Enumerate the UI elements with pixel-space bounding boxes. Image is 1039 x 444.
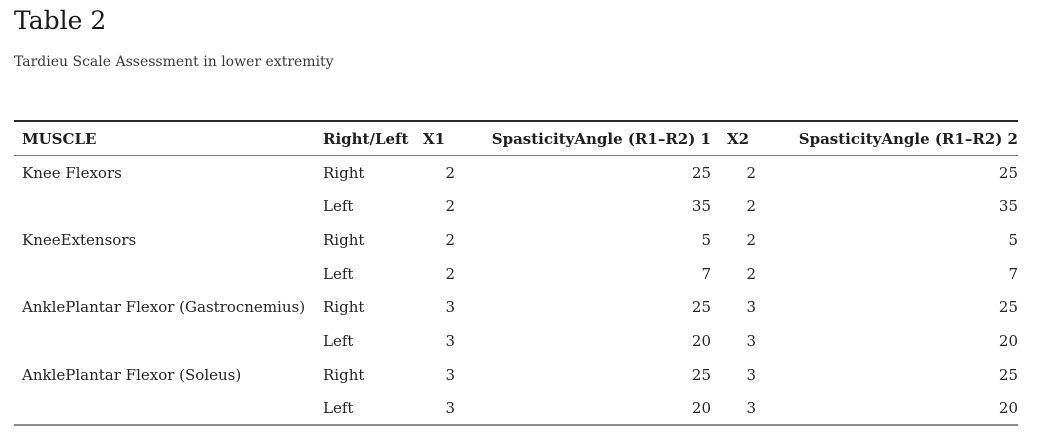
column-header-muscle: MUSCLE [14, 120, 315, 157]
x2-cell: 2 [746, 231, 756, 250]
x2-cell: 3 [746, 365, 756, 384]
x2-cell: 2 [746, 264, 756, 283]
column-header-x2: X2 [719, 120, 764, 157]
x1-cell: 3 [445, 365, 455, 384]
x1-cell: 2 [445, 197, 455, 216]
x2-cell: 3 [746, 398, 756, 417]
spasticity1-cell: 7 [701, 264, 711, 283]
spasticity1-cell: 20 [691, 332, 711, 351]
spasticity1-cell: 25 [691, 298, 711, 317]
table-row: KneeExtensors Right 2 5 2 5 [14, 223, 1018, 257]
side-cell: Right [323, 231, 365, 250]
muscle-cell [14, 189, 315, 223]
table-row: AnklePlantar Flexor (Soleus) Right 3 25 … [14, 358, 1018, 392]
spasticity1-cell: 25 [691, 163, 711, 182]
side-cell: Left [323, 197, 354, 216]
spasticity2-cell: 25 [998, 365, 1018, 384]
page-container: Table 2 Tardieu Scale Assessment in lowe… [14, 6, 1018, 427]
column-header-x1: X1 [415, 120, 463, 157]
table-row: AnklePlantar Flexor (Gastrocnemius) Righ… [14, 291, 1018, 325]
column-header-spasticity2: SpasticityAngle (R1–R2) 2 [764, 120, 1018, 157]
x1-cell: 3 [445, 398, 455, 417]
table-row: Left 2 35 2 35 [14, 189, 1018, 223]
x1-cell: 2 [445, 231, 455, 250]
side-cell: Left [323, 398, 354, 417]
column-header-spasticity1: SpasticityAngle (R1–R2) 1 [463, 120, 719, 157]
spasticity2-cell: 25 [998, 298, 1018, 317]
muscle-cell: AnklePlantar Flexor (Soleus) [22, 365, 242, 384]
x1-cell: 3 [445, 298, 455, 317]
x2-cell: 3 [746, 332, 756, 351]
tardieu-scale-table: MUSCLE Right/Left X1 SpasticityAngle (R1… [14, 119, 1018, 427]
table-row: Left 3 20 3 20 [14, 324, 1018, 358]
spasticity2-cell: 20 [998, 332, 1018, 351]
column-header-side: Right/Left [315, 120, 415, 157]
spasticity1-cell: 5 [701, 231, 711, 250]
header-row: MUSCLE Right/Left X1 SpasticityAngle (R1… [14, 120, 1018, 157]
x2-cell: 2 [746, 163, 756, 182]
side-cell: Right [323, 365, 365, 384]
spasticity2-cell: 35 [998, 197, 1018, 216]
table-row: Left 3 20 3 20 [14, 392, 1018, 426]
spasticity1-cell: 20 [691, 398, 711, 417]
spasticity1-cell: 35 [691, 197, 711, 216]
side-cell: Right [323, 163, 365, 182]
muscle-cell [14, 392, 315, 426]
table-row: Knee Flexors Right 2 25 2 25 [14, 156, 1018, 190]
side-cell: Left [323, 264, 354, 283]
x1-cell: 3 [445, 332, 455, 351]
table-body: Knee Flexors Right 2 25 2 25 Left 2 35 2… [14, 156, 1018, 426]
side-cell: Right [323, 298, 365, 317]
muscle-cell: Knee Flexors [22, 163, 122, 182]
table-row: Left 2 7 2 7 [14, 257, 1018, 291]
muscle-cell [14, 257, 315, 291]
spasticity2-cell: 25 [998, 163, 1018, 182]
spasticity2-cell: 5 [1008, 231, 1018, 250]
table-header: MUSCLE Right/Left X1 SpasticityAngle (R1… [14, 120, 1018, 157]
muscle-cell: KneeExtensors [22, 231, 137, 250]
spasticity2-cell: 20 [998, 398, 1018, 417]
x2-cell: 3 [746, 298, 756, 317]
spasticity2-cell: 7 [1008, 264, 1018, 283]
spasticity1-cell: 25 [691, 365, 711, 384]
x1-cell: 2 [445, 264, 455, 283]
x2-cell: 2 [746, 197, 756, 216]
side-cell: Left [323, 332, 354, 351]
table-caption: Tardieu Scale Assessment in lower extrem… [14, 54, 334, 70]
muscle-cell [14, 324, 315, 358]
x1-cell: 2 [445, 163, 455, 182]
muscle-cell: AnklePlantar Flexor (Gastrocnemius) [22, 298, 306, 317]
page-title: Table 2 [14, 6, 107, 35]
